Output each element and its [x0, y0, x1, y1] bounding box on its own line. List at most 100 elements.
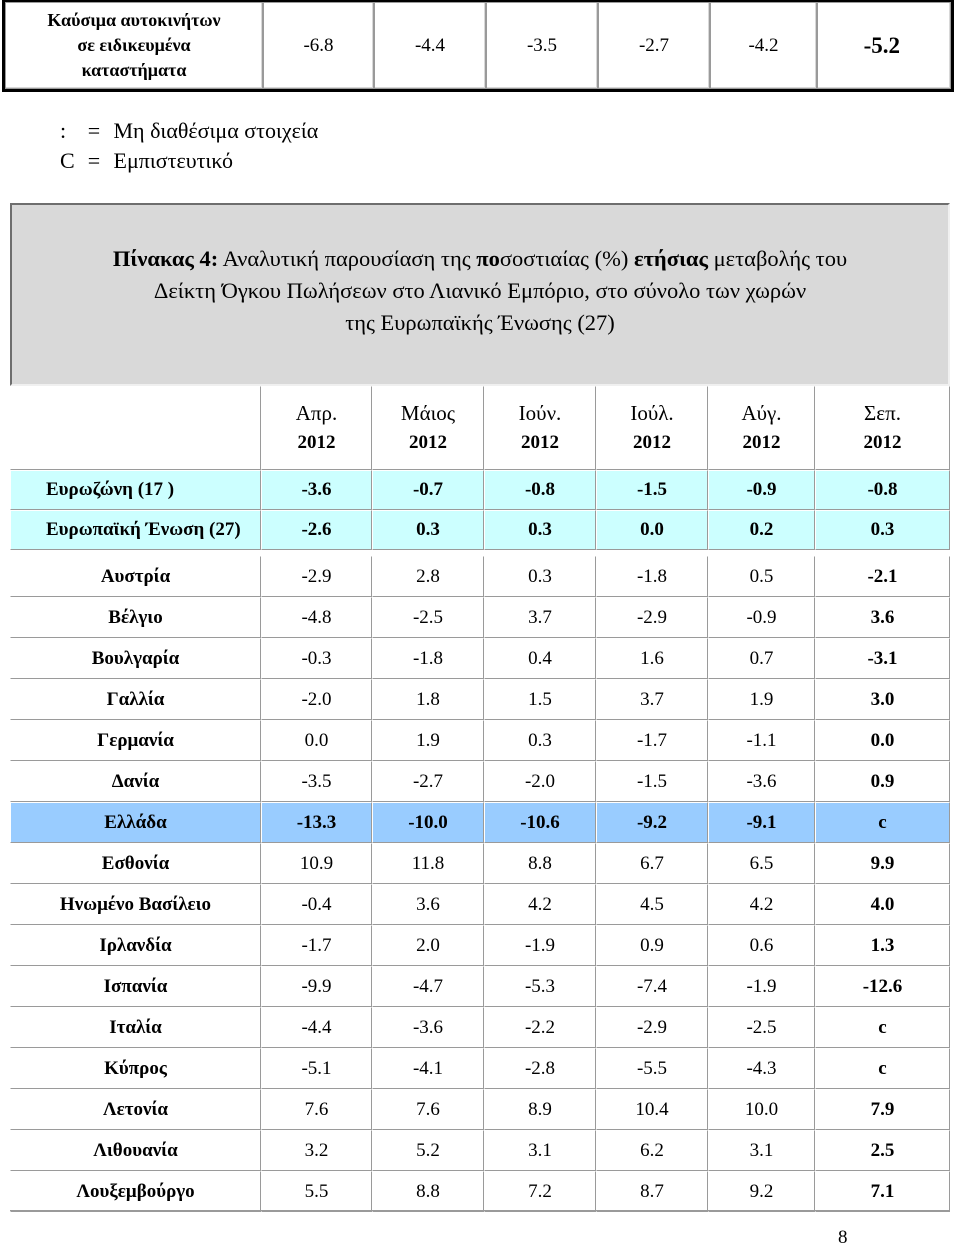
- value-cell: 1.3: [815, 925, 950, 966]
- value-cell: -5.1: [261, 1048, 372, 1089]
- value-cell: -1.1: [708, 720, 815, 761]
- column-header: Απρ. 2012: [261, 386, 372, 470]
- aggregate-row: Ευρωπαϊκή Ένωση (27) -2.6 0.3 0.3 0.0 0.2 0.3: [10, 510, 950, 550]
- value-cell: 3.1: [708, 1130, 815, 1171]
- value-cell: -4.1: [372, 1048, 484, 1089]
- value-cell: -3.5: [261, 761, 372, 802]
- value-cell: 5.5: [261, 1171, 372, 1212]
- value-cell: -6.8: [263, 2, 374, 89]
- row-label: Ιρλανδία: [10, 925, 261, 966]
- value-cell: -0.8: [484, 470, 596, 510]
- value-cell: 1.9: [372, 720, 484, 761]
- value-cell: -5.2: [817, 2, 951, 89]
- value-cell: -1.9: [484, 925, 596, 966]
- table-row: Γερμανία 0.0 1.9 0.3 -1.7 -1.1 0.0: [10, 720, 950, 761]
- row-label: Ελλάδα: [10, 802, 261, 843]
- value-cell: -2.7: [598, 2, 710, 89]
- value-cell: -0.9: [708, 597, 815, 638]
- value-cell: -1.5: [596, 761, 708, 802]
- value-cell: -12.6: [815, 966, 950, 1007]
- value-cell: 3.7: [596, 679, 708, 720]
- value-cell: 4.0: [815, 884, 950, 925]
- value-cell: -4.4: [261, 1007, 372, 1048]
- value-cell: -3.5: [486, 2, 598, 89]
- value-cell: -2.5: [372, 597, 484, 638]
- value-cell: -3.6: [261, 470, 372, 510]
- value-cell: 7.6: [372, 1089, 484, 1130]
- value-cell: -4.8: [261, 597, 372, 638]
- value-cell: -2.0: [261, 679, 372, 720]
- table-row: Ηνωμένο Βασίλειο -0.4 3.6 4.2 4.5 4.2 4.0: [10, 884, 950, 925]
- value-cell: -2.5: [708, 1007, 815, 1048]
- fuel-retail-row-table: Καύσιμα αυτοκινήτων σε ειδικευμένα κατασ…: [2, 0, 954, 92]
- table-row: Λιθουανία 3.2 5.2 3.1 6.2 3.1 2.5: [10, 1130, 950, 1171]
- row-label: Δανία: [10, 761, 261, 802]
- value-cell: c: [815, 802, 950, 843]
- table-row: Ιρλανδία -1.7 2.0 -1.9 0.9 0.6 1.3: [10, 925, 950, 966]
- column-header: Ιούν. 2012: [484, 386, 596, 470]
- value-cell: -5.5: [596, 1048, 708, 1089]
- value-cell: 2.8: [372, 556, 484, 597]
- value-cell: 9.2: [708, 1171, 815, 1212]
- table-caption: Πίνακας 4: Αναλυτική παρουσίαση της ποσο…: [112, 246, 848, 335]
- value-cell: -2.2: [484, 1007, 596, 1048]
- value-cell: 0.5: [708, 556, 815, 597]
- value-cell: 5.2: [372, 1130, 484, 1171]
- value-cell: 11.8: [372, 843, 484, 884]
- value-cell: -4.2: [710, 2, 817, 89]
- value-cell: -5.3: [484, 966, 596, 1007]
- value-cell: -4.7: [372, 966, 484, 1007]
- value-cell: 6.7: [596, 843, 708, 884]
- value-cell: 8.8: [372, 1171, 484, 1212]
- value-cell: -0.4: [261, 884, 372, 925]
- value-cell: 0.3: [484, 556, 596, 597]
- value-cell: -1.7: [261, 925, 372, 966]
- value-cell: 0.0: [596, 510, 708, 550]
- header-empty-cell: [10, 386, 261, 470]
- value-cell: 4.2: [708, 884, 815, 925]
- value-cell: 8.7: [596, 1171, 708, 1212]
- row-label: Καύσιμα αυτοκινήτων σε ειδικευμένα κατασ…: [5, 2, 263, 89]
- value-cell: -2.0: [484, 761, 596, 802]
- value-cell: 0.3: [484, 510, 596, 550]
- value-cell: -1.7: [596, 720, 708, 761]
- header-row: Απρ. 2012 Μάιος 2012 Ιούν. 2012 Ιούλ. 2012 Α…: [10, 386, 950, 470]
- legend-confidential: C = Εμπιστευτικό: [60, 148, 233, 173]
- value-cell: -2.7: [372, 761, 484, 802]
- value-cell: 7.2: [484, 1171, 596, 1212]
- table-bottom-border: [10, 1210, 950, 1211]
- aggregate-row: Ευρωζώνη (17 ) -3.6 -0.7 -0.8 -1.5 -0.9 -0.8: [10, 470, 950, 510]
- value-cell: 4.5: [596, 884, 708, 925]
- value-cell: -2.6: [261, 510, 372, 550]
- row-label: Βουλγαρία: [10, 638, 261, 679]
- row-label: Εσθονία: [10, 843, 261, 884]
- value-cell: -10.6: [484, 802, 596, 843]
- row-label: Λουξεμβούργο: [10, 1171, 261, 1212]
- table-row: Ιταλία -4.4 -3.6 -2.2 -2.9 -2.5 c: [10, 1007, 950, 1048]
- table-row: Δανία -3.5 -2.7 -2.0 -1.5 -3.6 0.9: [10, 761, 950, 802]
- row-label: Λιθουανία: [10, 1130, 261, 1171]
- value-cell: 0.9: [815, 761, 950, 802]
- table-row-highlighted: Ελλάδα -13.3 -10.0 -10.6 -9.2 -9.1 c: [10, 802, 950, 843]
- value-cell: 4.2: [484, 884, 596, 925]
- value-cell: -0.9: [708, 470, 815, 510]
- value-cell: -9.1: [708, 802, 815, 843]
- column-header: Αύγ. 2012: [708, 386, 815, 470]
- value-cell: 0.3: [372, 510, 484, 550]
- table-row: Αυστρία -2.9 2.8 0.3 -1.8 0.5 -2.1: [10, 556, 950, 597]
- value-cell: 0.3: [815, 510, 950, 550]
- fuel-retail-row: Καύσιμα αυτοκινήτων σε ειδικευμένα κατασ…: [5, 2, 951, 89]
- value-cell: 6.2: [596, 1130, 708, 1171]
- value-cell: 1.5: [484, 679, 596, 720]
- value-cell: -1.9: [708, 966, 815, 1007]
- value-cell: 3.2: [261, 1130, 372, 1171]
- value-cell: 0.7: [708, 638, 815, 679]
- table-row: Εσθονία 10.9 11.8 8.8 6.7 6.5 9.9: [10, 843, 950, 884]
- value-cell: 1.6: [596, 638, 708, 679]
- row-label: Γερμανία: [10, 720, 261, 761]
- value-cell: -2.9: [596, 597, 708, 638]
- value-cell: -1.8: [596, 556, 708, 597]
- value-cell: 8.8: [484, 843, 596, 884]
- value-cell: -2.8: [484, 1048, 596, 1089]
- value-cell: -9.9: [261, 966, 372, 1007]
